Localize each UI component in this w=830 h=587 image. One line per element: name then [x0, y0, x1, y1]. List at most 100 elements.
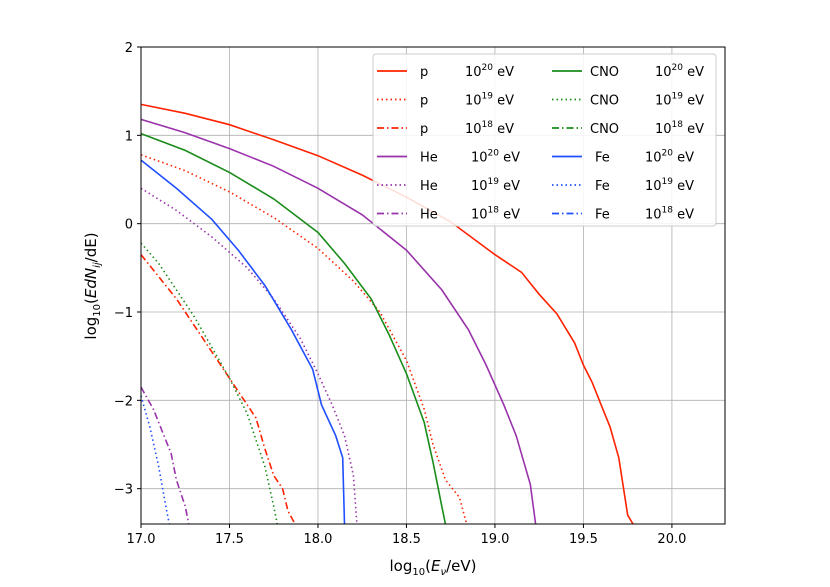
x-tick-label: 17.5	[215, 532, 244, 547]
energy-exponent: 19	[488, 177, 500, 187]
legend-entry-he-1e20: He 1020 eV	[377, 149, 520, 166]
legend-entry-cno-1e20: CNO 1020 eV	[552, 63, 704, 80]
legend-label: p	[420, 94, 428, 109]
x-tick-label: 18.5	[392, 532, 421, 547]
energy-unit: eV	[493, 65, 514, 80]
energy-exponent: 18	[488, 206, 500, 216]
legend-label: CNO	[590, 65, 619, 80]
legend-entry-he-1e18: He 1018 eV	[377, 206, 520, 223]
energy-exponent: 19	[662, 177, 674, 187]
legend-label: Fe	[595, 208, 610, 223]
energy-base: 10	[645, 151, 662, 166]
x-axis-ticks: 17.0 17.5 18.0 18.5 19.0 19.5 20.0	[127, 524, 686, 547]
legend-entry-fe-1e20: Fe 1020 eV	[552, 149, 694, 166]
x-axis-label: log10(Eν/eV)	[390, 557, 477, 578]
energy-base: 10	[655, 94, 672, 109]
energy-unit: eV	[493, 94, 514, 109]
legend-label: He	[420, 179, 438, 194]
energy-unit: eV	[499, 151, 520, 166]
legend-energy: 1019 eV	[645, 177, 694, 194]
y-tick-label: 0	[125, 218, 133, 233]
energy-base: 10	[655, 65, 672, 80]
energy-exponent: 20	[662, 149, 674, 159]
legend-energy: 1020 eV	[471, 149, 520, 166]
legend-label: p	[420, 65, 428, 80]
energy-unit: eV	[493, 122, 514, 137]
energy-exponent: 19	[672, 92, 684, 102]
energy-unit: eV	[499, 208, 520, 223]
y-tick-label: −2	[114, 394, 133, 409]
legend-label: Fe	[595, 151, 610, 166]
legend-box	[372, 53, 717, 227]
legend-entry-he-1e19: He 1019 eV	[377, 177, 520, 194]
legend-energy: 1018 eV	[471, 206, 520, 223]
energy-base: 10	[465, 65, 482, 80]
x-tick-label: 19.0	[480, 532, 509, 547]
y-tick-label: 1	[125, 129, 133, 144]
legend-energy: 1018 eV	[655, 120, 704, 137]
legend-label: He	[420, 208, 438, 223]
series-line-he-1e18	[140, 386, 190, 525]
y-tick-label: 2	[125, 41, 133, 56]
legend-entry-fe-1e19: Fe 1019 eV	[552, 177, 694, 194]
y-tick-label: −3	[114, 483, 133, 498]
legend-label: Fe	[595, 179, 610, 194]
series-line-he-1e20	[140, 118, 537, 525]
energy-exponent: 18	[662, 206, 674, 216]
energy-exponent: 20	[488, 149, 500, 159]
energy-unit: eV	[683, 122, 704, 137]
energy-exponent: 18	[482, 120, 494, 130]
legend-entry-cno-1e19: CNO 1019 eV	[552, 92, 704, 109]
energy-unit: eV	[683, 65, 704, 80]
energy-exponent: 18	[672, 120, 684, 130]
energy-base: 10	[471, 208, 488, 223]
energy-unit: eV	[673, 208, 694, 223]
plot-frame	[140, 46, 726, 525]
legend-energy: 1018 eV	[645, 206, 694, 223]
series-lines	[140, 103, 634, 525]
energy-base: 10	[645, 208, 662, 223]
legend-energy: 1019 eV	[465, 92, 514, 109]
energy-unit: eV	[683, 94, 704, 109]
legend-label: CNO	[590, 94, 619, 109]
series-line-fe-1e20	[140, 159, 346, 525]
y-axis-label: log10(EdNij/dE)	[82, 232, 103, 339]
series-line-cno-1e19	[140, 242, 279, 525]
energy-base: 10	[645, 179, 662, 194]
legend-energy: 1020 eV	[465, 63, 514, 80]
series-line-he-1e19	[140, 187, 358, 525]
energy-base: 10	[465, 94, 482, 109]
legend-energy: 1018 eV	[465, 120, 514, 137]
legend-entry-cno-1e18: CNO 1018 eV	[552, 120, 704, 137]
legend-entry-p-1e19: p 1019 eV	[377, 92, 514, 109]
legend-label: He	[420, 151, 438, 166]
x-tick-label: 20.0	[657, 532, 686, 547]
energy-unit: eV	[673, 179, 694, 194]
series-line-p-1e18	[140, 254, 296, 525]
legend-energy: 1019 eV	[471, 177, 520, 194]
series-line-p-1e20	[140, 103, 634, 525]
energy-unit: eV	[499, 179, 520, 194]
energy-base: 10	[465, 122, 482, 137]
energy-unit: eV	[673, 151, 694, 166]
y-tick-label: −1	[114, 306, 133, 321]
legend-energy: 1019 eV	[655, 92, 704, 109]
x-tick-label: 19.5	[569, 532, 598, 547]
energy-exponent: 20	[672, 63, 684, 73]
x-tick-label: 18.0	[303, 532, 332, 547]
series-line-fe-1e19	[140, 395, 171, 525]
legend-entry-p-1e20: p 1020 eV	[377, 63, 514, 80]
energy-base: 10	[471, 151, 488, 166]
energy-exponent: 19	[482, 92, 494, 102]
energy-exponent: 20	[482, 63, 494, 73]
energy-base: 10	[471, 179, 488, 194]
energy-base: 10	[655, 122, 672, 137]
x-tick-label: 17.0	[127, 532, 156, 547]
legend-energy: 1020 eV	[645, 149, 694, 166]
series-line-cno-1e20	[140, 132, 447, 525]
legend-label: CNO	[590, 122, 619, 137]
legend-label: p	[420, 122, 428, 137]
y-axis-ticks: −3 −2 −1 0 1 2	[114, 41, 141, 498]
